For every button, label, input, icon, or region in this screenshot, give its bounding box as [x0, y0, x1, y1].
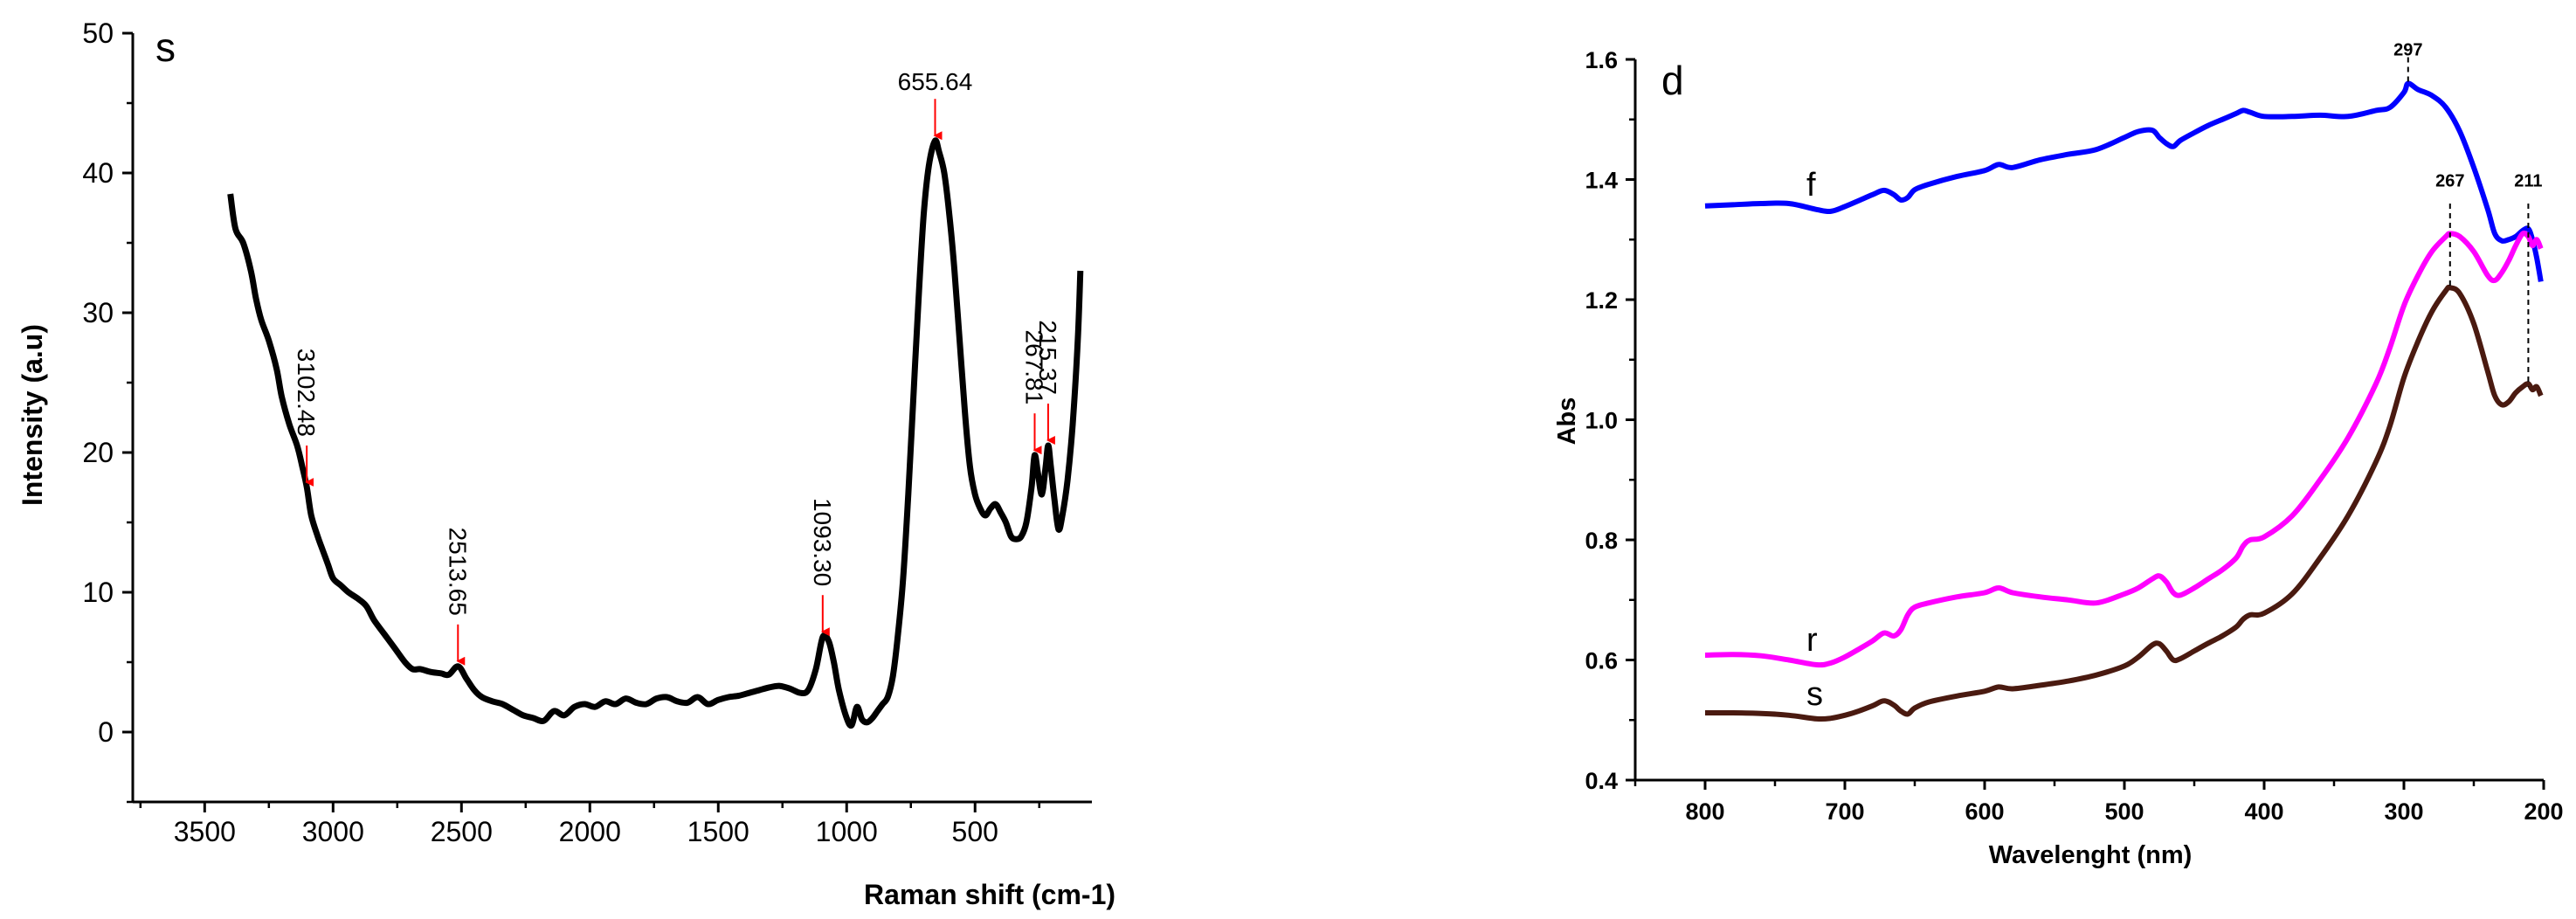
raman-y-tick-label: 40 [82, 157, 114, 189]
uvvis-series-s-label: s [1806, 676, 1823, 713]
uvvis-y-axis-title: Abs [1553, 397, 1581, 446]
uvvis-x-tick-label: 700 [1825, 798, 1864, 825]
raman-y-tick-label: 10 [82, 577, 114, 608]
peak-label: 267 [2435, 172, 2464, 191]
uvvis-x-tick-label: 800 [1685, 798, 1724, 825]
raman-y-tick-label: 50 [82, 17, 114, 49]
raman-y-tick-label: 0 [98, 716, 114, 748]
uvvis-y-tick-label: 1.6 [1585, 47, 1618, 73]
uvvis-chart-panel: 800 700 600 500 400 300 200 0.4 0.6 0.8 1.0 1.2 1.4 1… [1553, 41, 2564, 870]
uvvis-series-f-line [1704, 80, 2544, 282]
peak-label: 1093.30 [809, 498, 836, 586]
raman-y-axis-title: Intensity (a.u) [17, 324, 48, 506]
peak-label: 215.37 [1034, 320, 1061, 395]
raman-y-tick-label: 20 [82, 437, 114, 468]
uvvis-panel-label: d [1661, 58, 1684, 103]
uvvis-y-tick-label: 0.4 [1585, 768, 1618, 794]
peak-label: 3102.48 [293, 349, 320, 437]
raman-x-tick-label: 2500 [431, 816, 493, 847]
peak-label: 267.81 [1020, 330, 1047, 405]
raman-spectrum-line [227, 137, 1084, 729]
peak-label: 2513.65 [444, 528, 471, 616]
uvvis-series-r-line [1704, 230, 2544, 668]
raman-panel-label: s [155, 24, 176, 70]
uvvis-axes: 800 700 600 500 400 300 200 0.4 0.6 0.8 1.0 1.2 1.4 1… [1585, 47, 2563, 825]
uvvis-plot-area: f rs 297 267 211 [1704, 41, 2544, 722]
uvvis-series-f-label: f [1806, 167, 1816, 204]
raman-axes: 3500 3000 2500 2000 1500 1000 500 0 10 20 30 40 50 [82, 17, 1092, 847]
uvvis-x-tick-label: 300 [2384, 798, 2423, 825]
uvvis-y-tick-label: 0.8 [1585, 528, 1618, 554]
peak-label: 211 [2514, 172, 2542, 191]
uvvis-y-tick-label: 1.2 [1585, 287, 1618, 314]
raman-x-tick-label: 1500 [687, 816, 749, 847]
uvvis-series-r-label: r [1806, 622, 1818, 659]
uvvis-x-axis-title: Wavelenght (nm) [1989, 841, 2193, 869]
raman-x-tick-label: 500 [952, 816, 998, 847]
uvvis-x-tick-label: 400 [2244, 798, 2283, 825]
uvvis-x-tick-label: 600 [1965, 798, 2004, 825]
raman-x-tick-label: 3000 [302, 816, 364, 847]
uvvis-x-tick-label: 200 [2524, 798, 2563, 825]
uvvis-x-tick-label: 500 [2104, 798, 2144, 825]
raman-x-tick-label: 1000 [816, 816, 878, 847]
raman-x-tick-label: 3500 [174, 816, 236, 847]
uvvis-y-tick-label: 1.0 [1585, 408, 1618, 434]
raman-chart-panel: 3500 3000 2500 2000 1500 1000 500 0 10 20 30 40 50 6… [17, 17, 1115, 910]
raman-y-tick-label: 30 [82, 297, 114, 328]
raman-x-axis-title: Raman shift (cm-1) [864, 879, 1115, 910]
raman-x-tick-label: 2000 [559, 816, 621, 847]
peak-label: 655.64 [898, 68, 973, 95]
uvvis-y-tick-label: 0.6 [1585, 648, 1618, 674]
peak-label: 297 [2393, 41, 2422, 60]
uvvis-y-tick-label: 1.4 [1585, 168, 1618, 194]
uvvis-series-s-line [1704, 284, 2544, 722]
